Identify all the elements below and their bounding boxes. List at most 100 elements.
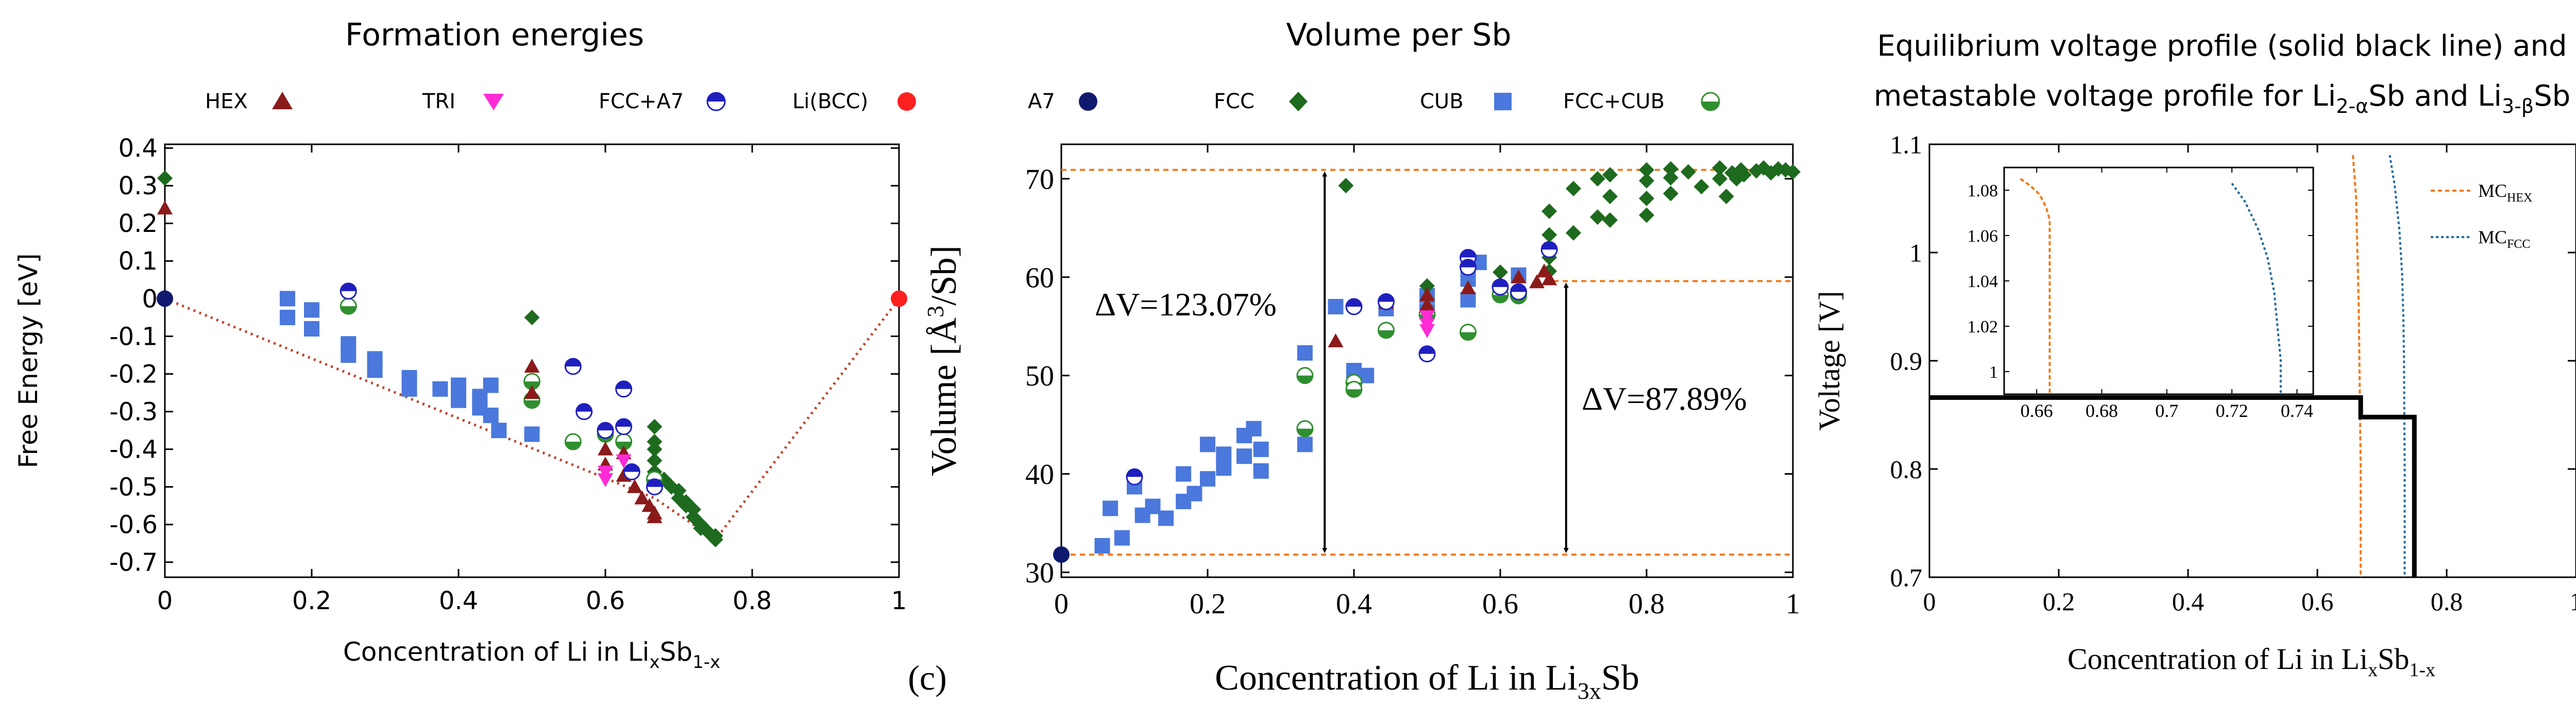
point-cub-shape [1253, 441, 1269, 457]
point-fcc-a7 [564, 358, 582, 375]
point-hex-shape [634, 490, 650, 505]
y-tick-label: 0 [142, 284, 158, 313]
delta-v-annotation-2: ΔV=87.89% [1582, 380, 1747, 417]
y-tick-label: 0.8 [1890, 455, 1923, 484]
point-hex [627, 479, 642, 493]
point-hex [1541, 271, 1557, 286]
point-cub-shape [1253, 463, 1269, 479]
point-fcc [1602, 189, 1618, 205]
point-fcc-a7 [1345, 298, 1363, 315]
point-hex [1529, 274, 1545, 289]
point-hex-shape [157, 200, 173, 215]
point-fcc [1639, 162, 1654, 178]
point-fcc-shape [1785, 164, 1801, 180]
point-cub [1176, 466, 1192, 482]
point-fcc-cub-fill [1297, 428, 1313, 437]
point-fcc-a7-fill [1511, 284, 1527, 292]
point-cub-shape [1094, 538, 1110, 554]
convex-hull-line [164, 297, 900, 542]
point-hex-shape [524, 358, 540, 373]
point-fcc-a7 [1540, 241, 1558, 258]
x-tick-label: 0.2 [2043, 587, 2075, 616]
point-cub-shape [279, 310, 295, 325]
point-cub-shape [1176, 466, 1192, 482]
point-fcc-a7-fill [1460, 249, 1476, 258]
point-fcc-shape [1663, 161, 1679, 177]
x-tick-label: 0.8 [1629, 588, 1665, 620]
point-fcc [1712, 171, 1727, 187]
point-tri [598, 473, 613, 488]
point-fcc-shape [1493, 264, 1508, 280]
point-cub [1216, 446, 1232, 462]
point-fcc-shape [1566, 225, 1581, 241]
inset-x-tick-label: 0.7 [2155, 400, 2178, 421]
point-cub [1246, 421, 1262, 437]
point-cub-shape [451, 392, 466, 408]
point-cub [483, 407, 499, 423]
x-tick-label: 1 [1786, 588, 1800, 620]
point-cub-shape [304, 321, 319, 337]
point-fcc-a7-fill [1460, 259, 1476, 267]
legend-label-mc-hex: MCHEX [2478, 180, 2532, 205]
point-hex-shape [1328, 333, 1344, 347]
inset-y-tick-label: 1.08 [1968, 181, 1998, 200]
point-cub [1236, 448, 1252, 464]
point-fcc-a7-fill [1541, 242, 1557, 250]
legend-label-li-bcc: Li(BCC) [792, 90, 868, 113]
line-mchex [2352, 155, 2362, 577]
point-hex-shape [1419, 297, 1435, 311]
inset-y-tick-label: 1.04 [1968, 272, 1998, 291]
point-tri [598, 465, 613, 480]
x-tick-label: 0.6 [586, 587, 625, 615]
point-fcc [1493, 264, 1508, 280]
point-fcc [1338, 178, 1354, 194]
point-fcc [1639, 191, 1654, 206]
point-hex [1328, 333, 1344, 347]
x-tick-label: 0.8 [733, 587, 772, 615]
point-fcc-a7 [1460, 259, 1477, 276]
x-tick-label: 0.8 [2431, 587, 2463, 616]
point-fcc [647, 441, 663, 457]
point-fcc-shape [1680, 164, 1696, 180]
point-hex [647, 509, 663, 524]
inset-x-tick-label: 0.74 [2281, 400, 2313, 421]
point-fcc-cub [1296, 420, 1314, 438]
point-tri-shape [1419, 310, 1435, 325]
inset-x-tick-label: 0.66 [2021, 400, 2053, 421]
point-fcc-shape [1718, 189, 1734, 205]
point-fcc-cub-fill [1297, 375, 1313, 383]
legend-label-fcc-a7: FCC+A7 [599, 90, 684, 113]
point-fcc [1566, 225, 1581, 241]
point-fcc-a7-fill [1127, 469, 1142, 477]
point-cub [451, 377, 466, 393]
point-fcc-shape [707, 531, 723, 547]
point-tri [616, 454, 632, 468]
point-tri [1419, 310, 1435, 325]
point-cub-shape [401, 381, 417, 397]
y-tick-label: -0.5 [109, 473, 158, 501]
delta-v-annotation-1: ΔV=123.07% [1095, 286, 1277, 323]
point-cub-shape [1216, 460, 1232, 476]
point-fcc-shape [1639, 162, 1654, 178]
point-fcc [1639, 207, 1654, 223]
point-fcc-shape [1663, 170, 1679, 186]
legend-marker-tri [483, 94, 504, 110]
legend-label-fcc-cub: FCC+CUB [1563, 90, 1665, 113]
point-cub-shape [1246, 421, 1262, 437]
panel-a-legend: HEX TRI FCC+A7 Li(BCC) [205, 90, 916, 113]
point-fcc-a7 [646, 478, 663, 496]
point-cub [304, 302, 319, 318]
point-hex-shape [1460, 280, 1476, 294]
inset-x-tick-label: 0.68 [2086, 400, 2118, 421]
point-fcc-a7-fill [616, 381, 632, 389]
point-fcc-a7 [1418, 345, 1436, 363]
point-cub-shape [1200, 437, 1215, 453]
point-fcc-a7-fill [1346, 299, 1362, 307]
point-cub [491, 423, 507, 439]
point-cub [483, 377, 499, 393]
point-hex-shape [598, 441, 613, 456]
point-fcc-shape [1693, 179, 1709, 195]
point-fcc-a7-fill [624, 464, 640, 472]
x-tick-label: 0.4 [439, 587, 478, 615]
point-fcc-cub-fill [1346, 389, 1362, 397]
